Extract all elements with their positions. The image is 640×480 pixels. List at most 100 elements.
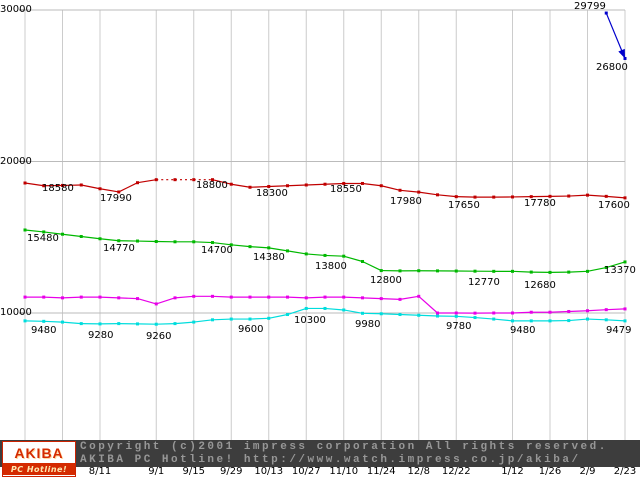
- line-magenta-marker: [529, 310, 533, 314]
- line-cyan-segment: [62, 321, 82, 325]
- line-magenta-segment: [156, 297, 176, 305]
- line-red-segment: [437, 194, 457, 198]
- line-green-marker: [248, 245, 252, 249]
- line-cyan-segment: [268, 313, 288, 319]
- line-red-marker: [173, 178, 177, 182]
- line-magenta-marker: [361, 296, 364, 300]
- line-cyan-marker: [529, 319, 533, 323]
- line-green-marker: [304, 252, 308, 256]
- x-axis-label: 11/10: [329, 466, 359, 477]
- line-red-marker: [473, 195, 477, 199]
- line-cyan-marker: [361, 311, 364, 315]
- line-red-marker: [98, 187, 102, 191]
- line-cyan-marker: [304, 306, 308, 310]
- x-axis-label: 2/9: [579, 466, 596, 477]
- line-cyan-marker: [23, 319, 27, 323]
- line-cyan-marker: [173, 322, 177, 326]
- line-magenta-marker: [192, 294, 196, 298]
- line-magenta-segment: [287, 296, 307, 299]
- line-magenta-marker: [623, 307, 627, 311]
- line-magenta-segment: [43, 296, 63, 299]
- line-red-segment: [606, 195, 626, 199]
- line-magenta-segment: [118, 297, 138, 300]
- line-red-marker: [454, 195, 458, 199]
- line-cyan-marker: [567, 319, 571, 323]
- line-magenta-segment: [306, 296, 326, 299]
- line-green-segment: [193, 241, 213, 244]
- line-red-marker: [436, 193, 439, 197]
- line-red-marker: [548, 194, 552, 198]
- line-green-segment: [306, 253, 326, 257]
- line-magenta-marker: [229, 295, 233, 299]
- line-green-marker: [61, 232, 64, 236]
- line-magenta-segment: [399, 295, 419, 300]
- line-red-segment: [381, 185, 401, 191]
- x-axis-label: 11/24: [366, 466, 396, 477]
- logo-akiba-text: AKIBA: [14, 444, 64, 461]
- line-magenta-marker: [42, 295, 46, 299]
- line-red-segment: [81, 184, 101, 190]
- line-magenta-segment: [62, 296, 82, 299]
- line-red-marker: [136, 181, 139, 185]
- line-green-marker: [117, 239, 121, 243]
- line-red-marker: [623, 196, 627, 200]
- line-cyan-segment: [568, 318, 588, 322]
- line-green-segment: [99, 238, 119, 242]
- line-cyan-marker: [61, 320, 64, 324]
- line-cyan-marker: [117, 322, 121, 326]
- line-cyan-segment: [474, 316, 494, 320]
- line-magenta-segment: [549, 310, 569, 313]
- line-magenta-marker: [136, 297, 139, 301]
- line-red-marker: [286, 184, 289, 188]
- line-magenta-marker: [98, 295, 102, 299]
- line-red-marker: [117, 190, 121, 194]
- line-cyan-marker: [98, 322, 102, 326]
- line-green-marker: [417, 269, 421, 273]
- line-red-marker: [604, 194, 608, 198]
- x-axis-label: 1/26: [538, 466, 562, 477]
- line-green-segment: [568, 270, 588, 273]
- line-cyan-segment: [399, 313, 419, 316]
- line-red-segment: [362, 182, 382, 187]
- line-green-segment: [81, 235, 101, 240]
- line-cyan-marker: [248, 317, 252, 321]
- line-cyan-marker: [286, 313, 289, 317]
- line-green-segment: [362, 260, 382, 272]
- line-magenta-marker: [211, 294, 214, 298]
- line-cyan-segment: [456, 315, 476, 319]
- line-cyan-segment: [587, 318, 607, 321]
- line-cyan-marker: [604, 318, 608, 322]
- line-green-marker: [192, 240, 196, 244]
- line-red-segment: [231, 183, 251, 188]
- line-red-segment: [212, 179, 232, 185]
- line-red-segment: [99, 188, 119, 193]
- line-cyan-marker: [154, 322, 158, 326]
- line-green-marker: [398, 269, 402, 273]
- line-cyan-marker: [586, 317, 589, 321]
- line-cyan-marker: [511, 319, 514, 323]
- line-magenta-marker: [436, 311, 439, 315]
- line-red-marker: [192, 178, 196, 182]
- line-red-marker: [23, 181, 27, 185]
- line-green-segment: [268, 247, 288, 252]
- line-green-marker: [586, 269, 589, 273]
- copyright-text: Copyright (c)2001 impress corporation Al…: [80, 441, 608, 453]
- line-green-marker: [511, 269, 514, 273]
- line-magenta-marker: [61, 296, 64, 300]
- line-green-marker: [286, 249, 289, 253]
- line-cyan-segment: [381, 313, 401, 316]
- x-axis-label: 10/27: [291, 466, 321, 477]
- line-green-marker: [342, 254, 346, 258]
- line-green-marker: [548, 270, 552, 274]
- line-red-marker: [229, 182, 233, 186]
- line-magenta-marker: [492, 311, 496, 315]
- line-green-segment: [324, 254, 344, 257]
- line-cyan-marker: [342, 308, 346, 312]
- x-axis-label: 2/23: [613, 466, 637, 477]
- line-magenta-marker: [23, 295, 27, 299]
- line-green-marker: [529, 270, 533, 274]
- line-cyan-marker: [398, 313, 402, 317]
- line-magenta-segment: [137, 298, 157, 305]
- line-red-segment: [24, 182, 44, 187]
